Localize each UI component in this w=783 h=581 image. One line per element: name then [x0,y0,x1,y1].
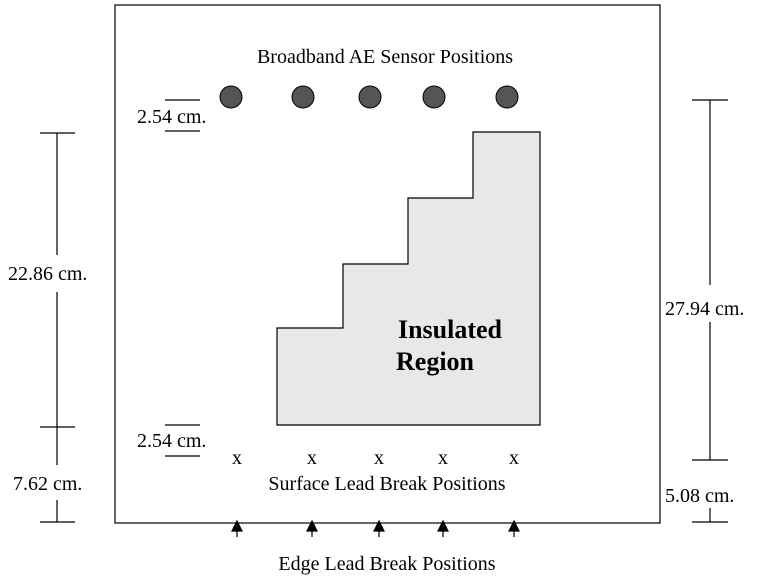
dimension-label: 27.94 cm. [665,298,744,320]
dimension-label: 5.08 cm. [665,485,734,507]
sensor-label: Broadband AE Sensor Positions [257,46,513,68]
edge-arrow [373,519,385,537]
edge-arrow [508,519,520,537]
edge-arrow [437,519,449,537]
sensor [291,85,315,109]
edge-arrow [231,519,243,537]
dimension-label: 2.54 cm. [137,106,206,128]
sensors [219,85,519,109]
sensor [495,85,519,109]
dimension-label: 2.54 cm. [137,430,206,452]
surface-mark: x [438,447,448,469]
edge-label: Edge Lead Break Positions [278,553,495,575]
dimension-label: 7.62 cm. [13,473,82,495]
surface-mark: x [509,447,519,469]
edge-arrows [231,519,520,537]
sensor [422,85,446,109]
surface-label: Surface Lead Break Positions [268,473,505,495]
sensor [358,85,382,109]
surface-mark: x [232,447,242,469]
surface-mark: x [307,447,317,469]
region-label: Insulated [398,315,503,344]
sensor [219,85,243,109]
dimension-label: 22.86 cm. [8,263,87,285]
left-dimension [40,132,75,523]
right-dimension [692,99,728,523]
region-label: Region [396,347,475,376]
surface-mark: x [374,447,384,469]
edge-arrow [306,519,318,537]
insulated-region [276,131,541,426]
surface-marks: x x x x x [232,447,519,469]
